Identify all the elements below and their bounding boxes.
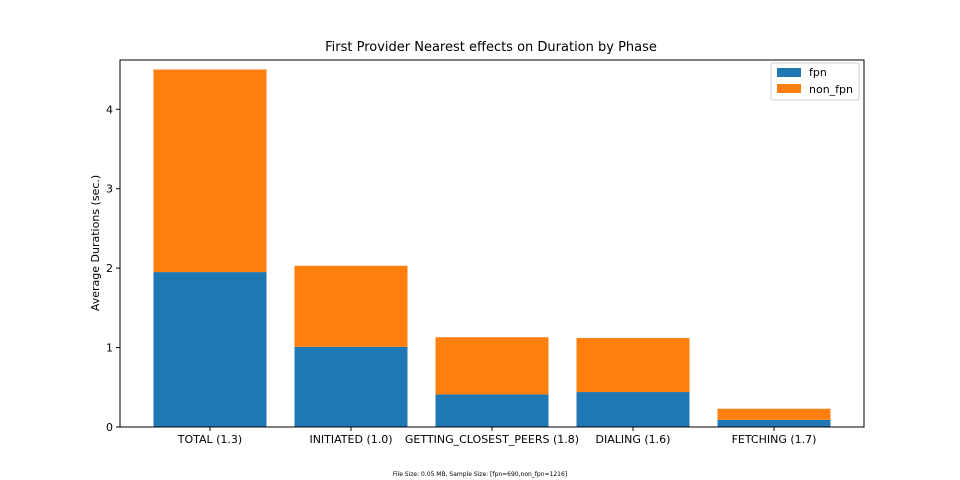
x-tick-label: TOTAL (1.3) xyxy=(177,433,242,446)
legend-label-fpn: fpn xyxy=(809,66,827,79)
chart-title: First Provider Nearest effects on Durati… xyxy=(325,40,657,55)
legend: fpn non_fpn xyxy=(770,62,860,101)
legend-label-non-fpn: non_fpn xyxy=(809,83,853,96)
y-tick-label: 3 xyxy=(106,183,113,196)
y-tick-label: 1 xyxy=(106,342,113,355)
bar-fpn-3 xyxy=(576,392,690,427)
legend-swatch-fpn xyxy=(777,68,801,77)
bars-layer xyxy=(153,69,831,427)
legend-swatch-non-fpn xyxy=(777,84,801,93)
y-tick-label: 0 xyxy=(106,421,113,434)
plot-frame xyxy=(119,59,865,428)
x-tick-label: INITIATED (1.0) xyxy=(309,433,392,446)
bar-non-fpn-4 xyxy=(717,408,831,420)
y-axis-label: Average Durations (sec.) xyxy=(89,175,102,311)
x-tick-label: DIALING (1.6) xyxy=(596,433,671,446)
bar-non-fpn-2 xyxy=(435,337,549,395)
bar-fpn-1 xyxy=(294,346,408,427)
x-tick-label: FETCHING (1.7) xyxy=(732,433,817,446)
bar-fpn-4 xyxy=(717,419,831,427)
bar-fpn-2 xyxy=(435,394,549,427)
bar-fpn-0 xyxy=(153,272,267,427)
bar-non-fpn-1 xyxy=(294,265,408,347)
chart-footnote: File Size: 0.05 MB, Sample Size: [fpn=69… xyxy=(393,471,567,478)
bar-non-fpn-3 xyxy=(576,338,690,393)
y-tick-label: 2 xyxy=(106,262,113,275)
bar-non-fpn-0 xyxy=(153,69,267,273)
y-axis: 0 1 2 3 4 xyxy=(106,103,120,434)
x-tick-label: GETTING_CLOSEST_PEERS (1.8) xyxy=(405,433,579,446)
y-tick-label: 4 xyxy=(106,103,113,116)
x-axis: TOTAL (1.3) INITIATED (1.0) GETTING_CLOSES… xyxy=(177,427,817,446)
